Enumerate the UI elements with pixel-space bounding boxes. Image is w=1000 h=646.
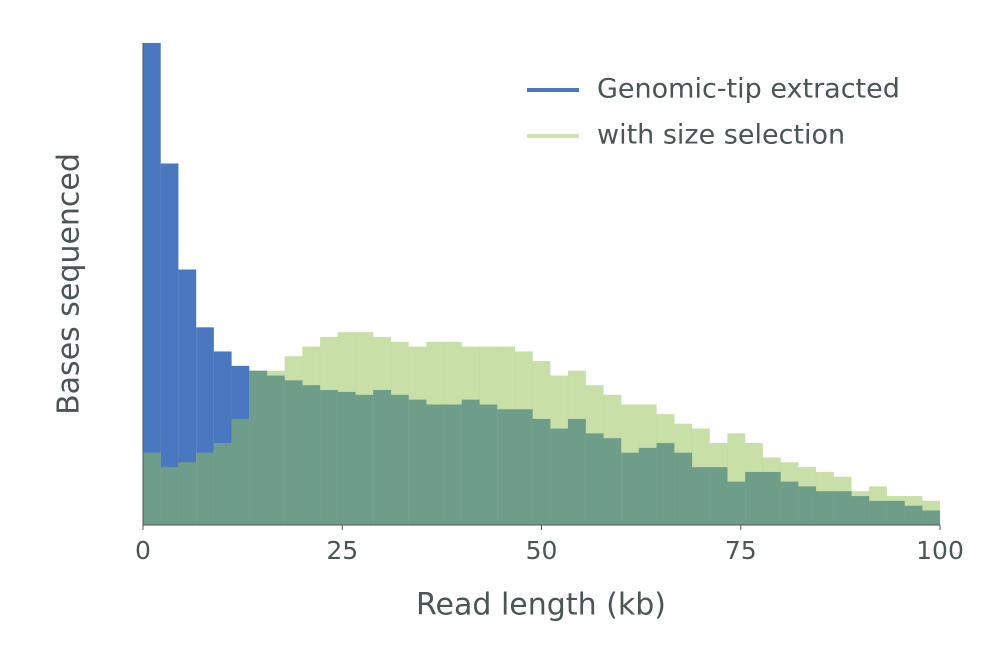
bar bbox=[656, 413, 675, 526]
bar bbox=[479, 346, 498, 526]
bar bbox=[904, 495, 923, 526]
bar bbox=[426, 341, 445, 526]
bar bbox=[213, 442, 232, 526]
y-axis-label: Bases sequenced bbox=[52, 153, 87, 415]
x-tick-label: 100 bbox=[916, 536, 964, 565]
bar bbox=[815, 471, 835, 526]
bar bbox=[550, 375, 569, 526]
bar bbox=[868, 486, 888, 526]
bar bbox=[638, 404, 657, 526]
bar bbox=[514, 351, 533, 526]
x-axis-label: Read length (kb) bbox=[416, 588, 666, 623]
bar bbox=[142, 452, 161, 526]
bar bbox=[284, 356, 303, 526]
bar bbox=[231, 418, 250, 526]
bar bbox=[390, 341, 409, 526]
legend-label: with size selection bbox=[597, 120, 845, 151]
x-tick-label: 25 bbox=[326, 536, 358, 565]
bar bbox=[461, 346, 480, 526]
x-tick-label: 75 bbox=[725, 536, 757, 565]
bar bbox=[851, 491, 870, 526]
bar bbox=[833, 476, 852, 526]
bar bbox=[443, 341, 463, 526]
bar bbox=[922, 500, 941, 526]
bar bbox=[319, 336, 339, 526]
bar bbox=[195, 452, 215, 526]
x-tick-label: 0 bbox=[135, 536, 151, 565]
bar bbox=[674, 423, 693, 526]
bar bbox=[798, 466, 817, 526]
bar bbox=[373, 336, 392, 526]
bar bbox=[780, 462, 799, 526]
bar bbox=[178, 462, 197, 526]
bar bbox=[886, 495, 905, 526]
bar bbox=[355, 331, 374, 526]
bar bbox=[691, 428, 710, 526]
bar bbox=[302, 346, 321, 526]
bar bbox=[709, 442, 728, 526]
x-tick-label: 50 bbox=[526, 536, 558, 565]
bar bbox=[585, 384, 604, 526]
legend-label: Genomic-tip extracted bbox=[597, 74, 900, 105]
bar bbox=[160, 466, 179, 526]
bar bbox=[727, 433, 746, 526]
bar bbox=[532, 360, 551, 526]
bar bbox=[603, 394, 622, 526]
bar bbox=[248, 370, 268, 526]
bar bbox=[496, 346, 516, 526]
bar bbox=[266, 370, 285, 526]
bar bbox=[744, 442, 764, 526]
bar bbox=[337, 331, 356, 526]
bar bbox=[567, 370, 587, 526]
bar bbox=[408, 346, 427, 526]
bar bbox=[762, 457, 781, 526]
bar bbox=[620, 404, 640, 526]
